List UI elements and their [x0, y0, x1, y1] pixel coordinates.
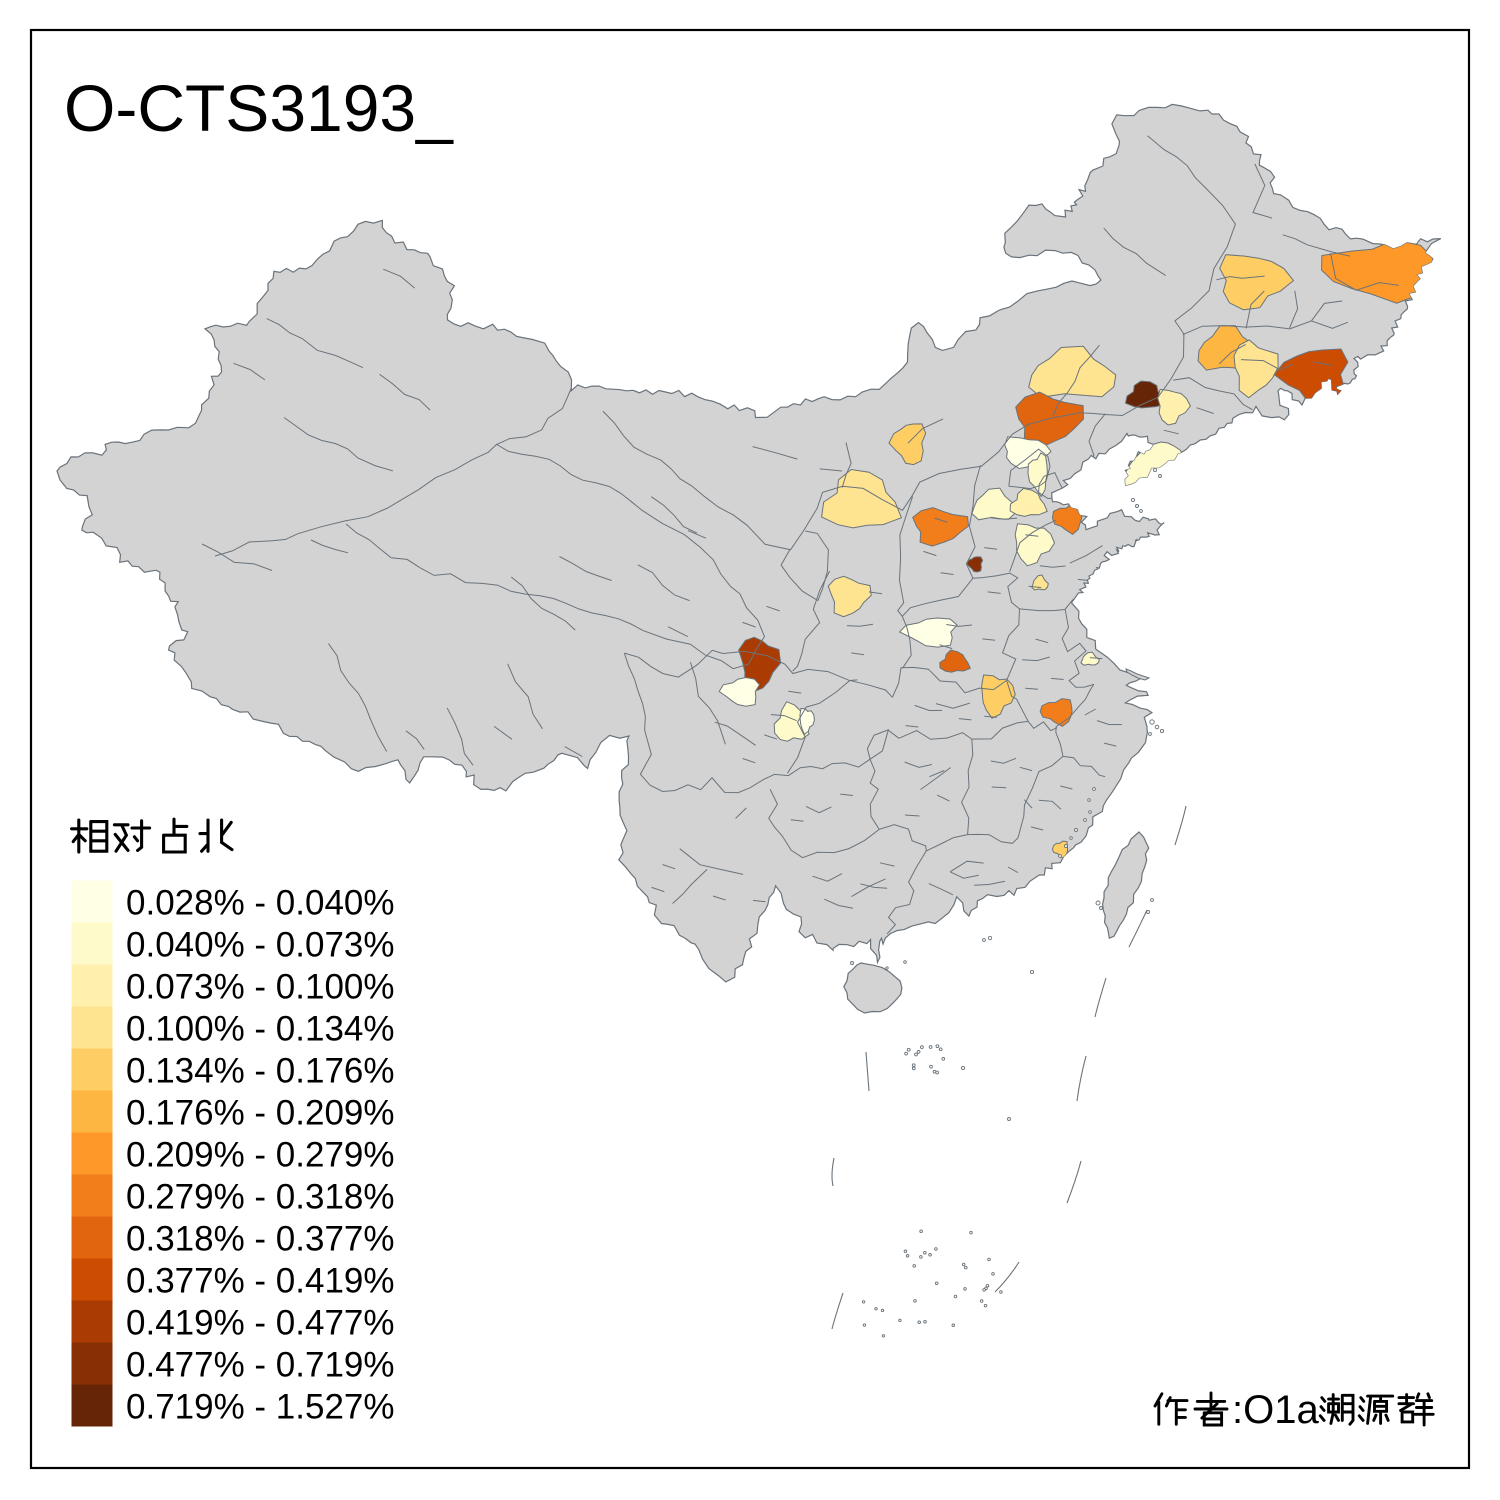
svg-text::O1a: :O1a: [1232, 1388, 1319, 1432]
svg-text:0.100% - 0.134%: 0.100% - 0.134%: [126, 1010, 395, 1049]
svg-text:0.419% - 0.477%: 0.419% - 0.477%: [126, 1304, 395, 1343]
svg-text:0.477% - 0.719%: 0.477% - 0.719%: [126, 1346, 395, 1385]
svg-text:0.377% - 0.419%: 0.377% - 0.419%: [126, 1262, 395, 1301]
svg-text:0.040% - 0.073%: 0.040% - 0.073%: [126, 926, 395, 965]
svg-text:0.318% - 0.377%: 0.318% - 0.377%: [126, 1220, 395, 1259]
svg-text:0.279% - 0.318%: 0.279% - 0.318%: [126, 1178, 395, 1217]
svg-text:0.028% - 0.040%: 0.028% - 0.040%: [126, 884, 395, 923]
svg-text:0.209% - 0.279%: 0.209% - 0.279%: [126, 1136, 395, 1175]
svg-text:0.073% - 0.100%: 0.073% - 0.100%: [126, 968, 395, 1007]
svg-text:0.719% - 1.527%: 0.719% - 1.527%: [126, 1388, 395, 1427]
svg-text:O-CTS3193_: O-CTS3193_: [64, 71, 454, 145]
svg-text:0.134% - 0.176%: 0.134% - 0.176%: [126, 1052, 395, 1091]
svg-text:0.176% - 0.209%: 0.176% - 0.209%: [126, 1094, 395, 1133]
